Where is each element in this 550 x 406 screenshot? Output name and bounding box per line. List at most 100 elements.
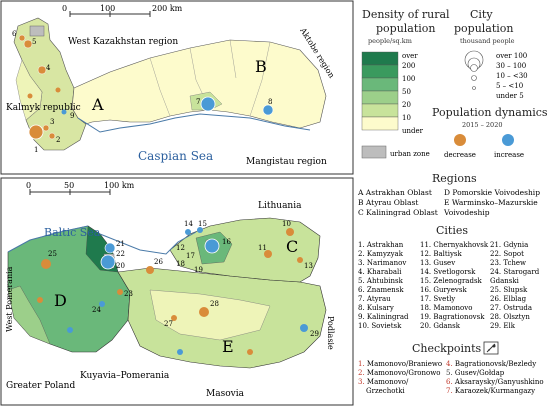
city-kaliningrad xyxy=(204,238,220,254)
num-28: 28 xyxy=(210,300,219,308)
num-17: 17 xyxy=(186,252,195,260)
cp-7: 7. Karaozek/Kurmangazy xyxy=(446,387,535,395)
num-18: 18 xyxy=(176,260,185,268)
density-title-1: Density of rural xyxy=(362,8,450,21)
city-chernyakhovsk xyxy=(264,250,272,258)
city-small-d1 xyxy=(67,327,73,333)
density-swatch-3 xyxy=(361,90,399,105)
dynamics-increase: increase xyxy=(494,151,524,159)
region-item-e: E Warminsko–Mazurskie xyxy=(444,198,538,207)
city-slupsk xyxy=(41,259,51,269)
num-11: 11 xyxy=(258,244,267,252)
density-class-4: 20 xyxy=(402,101,411,109)
density-class-5: 10 xyxy=(402,114,411,122)
city-item-21: 21. Gdynia xyxy=(490,241,528,249)
cp-3b: Grzechotki xyxy=(366,387,405,395)
city-olsztyn xyxy=(199,307,209,317)
num-9: 9 xyxy=(70,112,74,120)
num-2: 2 xyxy=(56,136,60,144)
regions-title: Regions xyxy=(432,172,477,185)
num-13: 13 xyxy=(304,262,313,270)
density-swatch-0 xyxy=(361,51,399,66)
region-c-shape xyxy=(169,217,321,283)
city-tchew xyxy=(117,289,123,295)
dynamics-title: Population dynamics xyxy=(432,106,548,119)
density-swatch-4 xyxy=(361,103,399,118)
city-item-15: 15. Zelenogradsk xyxy=(420,277,483,285)
legend-density: Density of rural population people/sq.km… xyxy=(361,8,450,135)
label-west-pomerania: West Pomerania xyxy=(5,266,14,332)
top-scale-100: 100 xyxy=(100,4,115,13)
density-unit: people/sq.km xyxy=(368,37,412,45)
city-item-27: 27. Ostruda xyxy=(490,304,532,312)
big-letter-d: D xyxy=(54,291,67,310)
density-class-6: under xyxy=(402,127,424,135)
label-lithuania: Lithuania xyxy=(258,201,302,211)
num-10: 10 xyxy=(282,220,291,228)
city-svetlogorsk xyxy=(185,229,191,235)
big-letter-b: B xyxy=(255,57,267,76)
num-24: 24 xyxy=(92,306,101,314)
city-class-3: 5 – <10 xyxy=(496,82,523,90)
urban-zone-swatch xyxy=(361,145,387,159)
density-class-2: 100 xyxy=(402,75,415,83)
num-20: 20 xyxy=(116,262,125,270)
region-item-b: B Atyrau Oblast xyxy=(358,198,418,207)
num-19: 19 xyxy=(194,266,203,274)
city-item-24b: Gdanski xyxy=(490,277,520,285)
label-kalmyk: Kalmyk republic xyxy=(6,103,81,113)
urban-zone-label: urban zone xyxy=(390,150,430,158)
city-item-6: 6. Znamensk xyxy=(358,286,404,294)
city-item-26: 26. Elblag xyxy=(490,295,527,303)
city-item-7: 7. Atyrau xyxy=(358,295,391,303)
caspian-coast xyxy=(77,113,311,133)
density-swatch-2 xyxy=(361,77,399,92)
num-22: 22 xyxy=(116,250,125,258)
city-kulsary xyxy=(262,104,274,116)
city-small-e1 xyxy=(247,349,253,355)
num-1: 1 xyxy=(34,146,38,154)
city-small-d2 xyxy=(37,297,43,303)
city-elblag xyxy=(146,266,154,274)
bottom-scale-bar: 0 50 100 km xyxy=(26,181,135,195)
cp-2: 2. Mamonovo/Gronowo xyxy=(358,369,440,377)
num-4: 4 xyxy=(46,64,51,72)
density-class-3: 50 xyxy=(402,88,411,96)
cp-3: 3. Mamonovo/ xyxy=(358,378,409,386)
city-item-11: 11. Chernyakhovsk xyxy=(420,241,489,249)
num-21: 21 xyxy=(116,240,125,248)
city-size-2 xyxy=(470,64,478,72)
city-class-4: under 5 xyxy=(496,92,524,100)
city-item-19: 19. Bagrationovsk xyxy=(420,313,485,321)
city-class-0: over 100 xyxy=(496,52,527,60)
city-item-20: 20. Gdansk xyxy=(420,322,461,330)
label-kuyavia: Kuyavia–Pomerania xyxy=(80,371,170,381)
city-item-23: 23. Tchew xyxy=(490,259,526,267)
top-scale-200: 200 km xyxy=(152,4,183,13)
city-size-3 xyxy=(471,75,477,81)
num-8: 8 xyxy=(268,98,272,106)
checkpoints-title: Checkpoints xyxy=(412,342,482,355)
city-item-8: 8. Kulsary xyxy=(358,304,394,312)
city-starogard xyxy=(99,301,105,307)
num-7: 7 xyxy=(196,98,200,106)
city-gdansk xyxy=(100,254,116,270)
baltic-coast xyxy=(7,225,197,255)
legend-dynamics: Population dynamics 2015 – 2020 decrease… xyxy=(361,106,548,159)
top-map: 0 100 200 km West Kazakhstan region Akto… xyxy=(0,0,354,175)
city-small-e2 xyxy=(177,349,183,355)
city-astrakhan xyxy=(28,124,44,140)
city-unit: thousand people xyxy=(460,37,515,45)
cities-title: Cities xyxy=(436,224,468,237)
region-item-e-2: Voivodeship xyxy=(443,208,490,217)
checkpoint-icon xyxy=(483,341,499,355)
region-e-mid xyxy=(149,289,271,341)
num-23: 23 xyxy=(124,290,133,298)
cp-1: 1. Mamonovo/Braniewo xyxy=(358,360,442,368)
cp-4: 4. Bagrationovsk/Bezledy xyxy=(446,360,536,368)
region-item-d: D Pomorskie Voivodeship xyxy=(444,188,540,197)
num-29: 29 xyxy=(310,330,319,338)
city-item-16: 16. Guryevsk xyxy=(420,286,467,294)
city-size-4 xyxy=(472,86,476,90)
